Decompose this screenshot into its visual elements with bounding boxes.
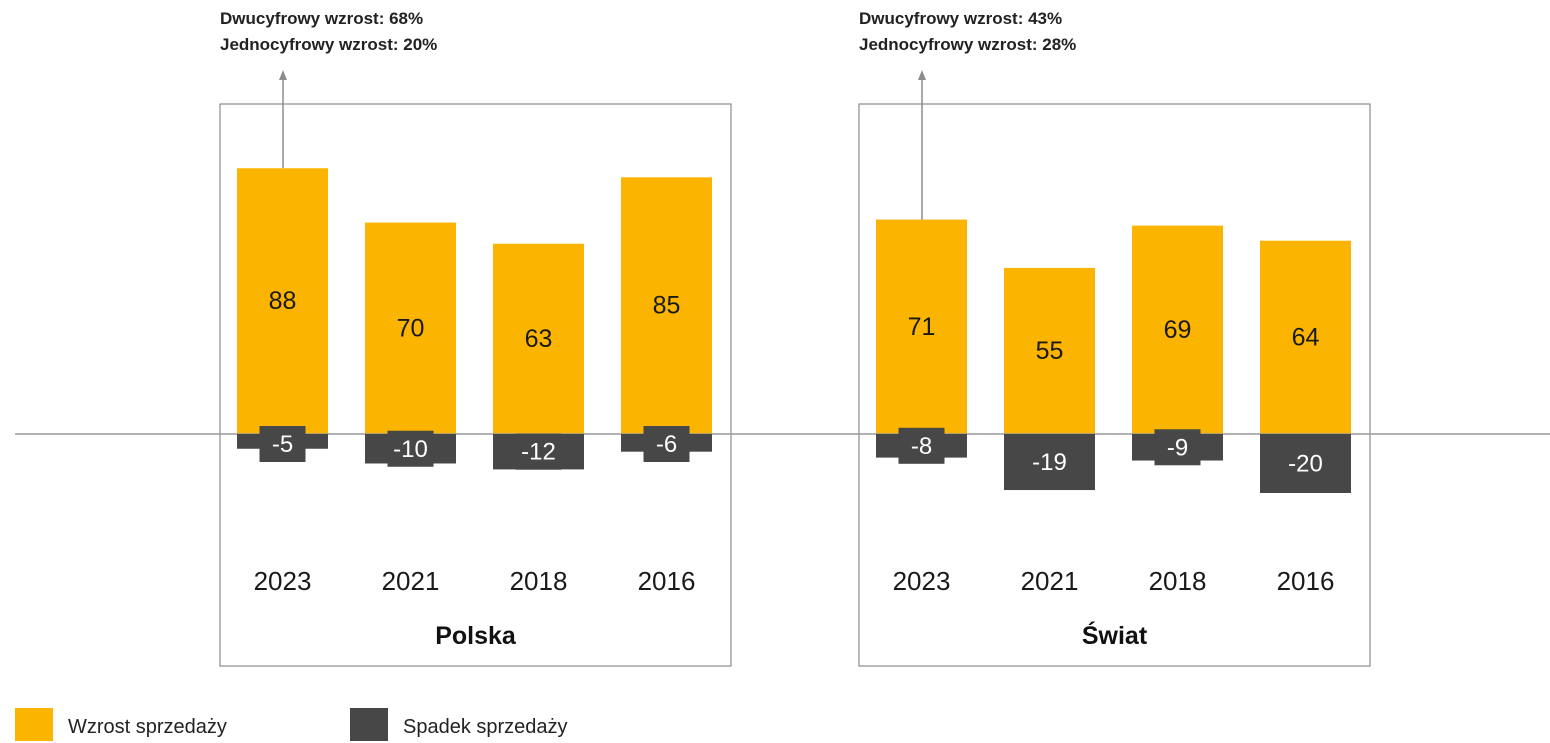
panel-frame [219, 103, 732, 667]
bar-negative-label-plate [259, 426, 306, 462]
bar-positive-label-2021: 70 [397, 314, 425, 342]
category-label-2016: 2016 [1277, 566, 1335, 596]
bar-positive-label-2018: 69 [1164, 316, 1192, 344]
bar-positive-2021 [365, 222, 456, 434]
bar-positive-label-2016: 85 [653, 292, 681, 320]
category-label-2021: 2021 [382, 566, 440, 596]
panel-title: Świat [1082, 620, 1148, 650]
bar-positive-2016 [1260, 240, 1351, 434]
bar-negative-label-plate [1154, 429, 1201, 466]
bar-negative-label-2021: -10 [393, 436, 428, 463]
annotation-line-2: Jednocyfrowy wzrost: 28% [859, 35, 1076, 54]
bar-negative-label-2018: -12 [521, 439, 556, 466]
bar-positive-2018 [1132, 225, 1223, 434]
bar-negative-label-2023: -5 [272, 431, 293, 458]
annotation-line-2: Jednocyfrowy wzrost: 20% [220, 35, 437, 54]
bar-positive-2018 [493, 243, 584, 434]
bar-positive-label-2018: 63 [525, 325, 553, 353]
bar-negative-label-2023: -8 [911, 433, 932, 460]
bar-negative-label-plate [1282, 445, 1329, 482]
category-label-2016: 2016 [638, 566, 696, 596]
bar-positive-label-2021: 55 [1036, 337, 1064, 365]
bar-positive-label-2016: 64 [1292, 323, 1320, 351]
bar-positive-2023 [876, 219, 967, 434]
arrow-head-icon [279, 70, 287, 80]
bar-negative-label-plate [387, 430, 434, 467]
bar-negative-label-plate [643, 426, 690, 462]
bar-negative-label-2016: -6 [656, 431, 677, 458]
legend-item-2: Spadek sprzedaży [350, 708, 568, 741]
bar-positive-2016 [621, 177, 712, 435]
bar-negative-label-2021: -19 [1032, 449, 1067, 476]
bar-positive-2021 [1004, 267, 1095, 434]
panel-frame [858, 103, 1371, 667]
category-label-2018: 2018 [1149, 566, 1207, 596]
panel-title: Polska [435, 622, 517, 650]
annotation-line-1: Dwucyfrowy wzrost: 43% [859, 9, 1062, 28]
bar-negative-label-2016: -20 [1288, 451, 1323, 478]
bar-positive-2023 [237, 168, 328, 435]
bar-negative-label-plate [898, 427, 945, 464]
legend-item-1: Wzrost sprzedaży [15, 708, 227, 741]
annotation-line-1: Dwucyfrowy wzrost: 68% [220, 9, 423, 28]
category-label-2023: 2023 [893, 566, 951, 596]
bar-positive-label-2023: 71 [908, 313, 936, 341]
panel-2: Dwucyfrowy wzrost: 43% Jednocyfrowy wzros… [858, 9, 1371, 667]
category-label-2018: 2018 [510, 566, 568, 596]
category-label-2023: 2023 [254, 566, 312, 596]
bar-negative-label-2018: -9 [1167, 434, 1188, 461]
bar-negative-label-plate [1026, 444, 1073, 481]
legend-label: Spadek sprzedaży [403, 716, 568, 738]
legend-swatch [350, 708, 388, 741]
bar-negative-label-plate [515, 433, 562, 470]
legend-label: Wzrost sprzedaży [68, 716, 227, 738]
panel-1: Dwucyfrowy wzrost: 68% Jednocyfrowy wzros… [219, 9, 732, 667]
bar-positive-label-2023: 88 [269, 287, 297, 315]
legend-swatch [15, 708, 53, 741]
arrow-head-icon [918, 70, 926, 80]
category-label-2021: 2021 [1021, 566, 1079, 596]
